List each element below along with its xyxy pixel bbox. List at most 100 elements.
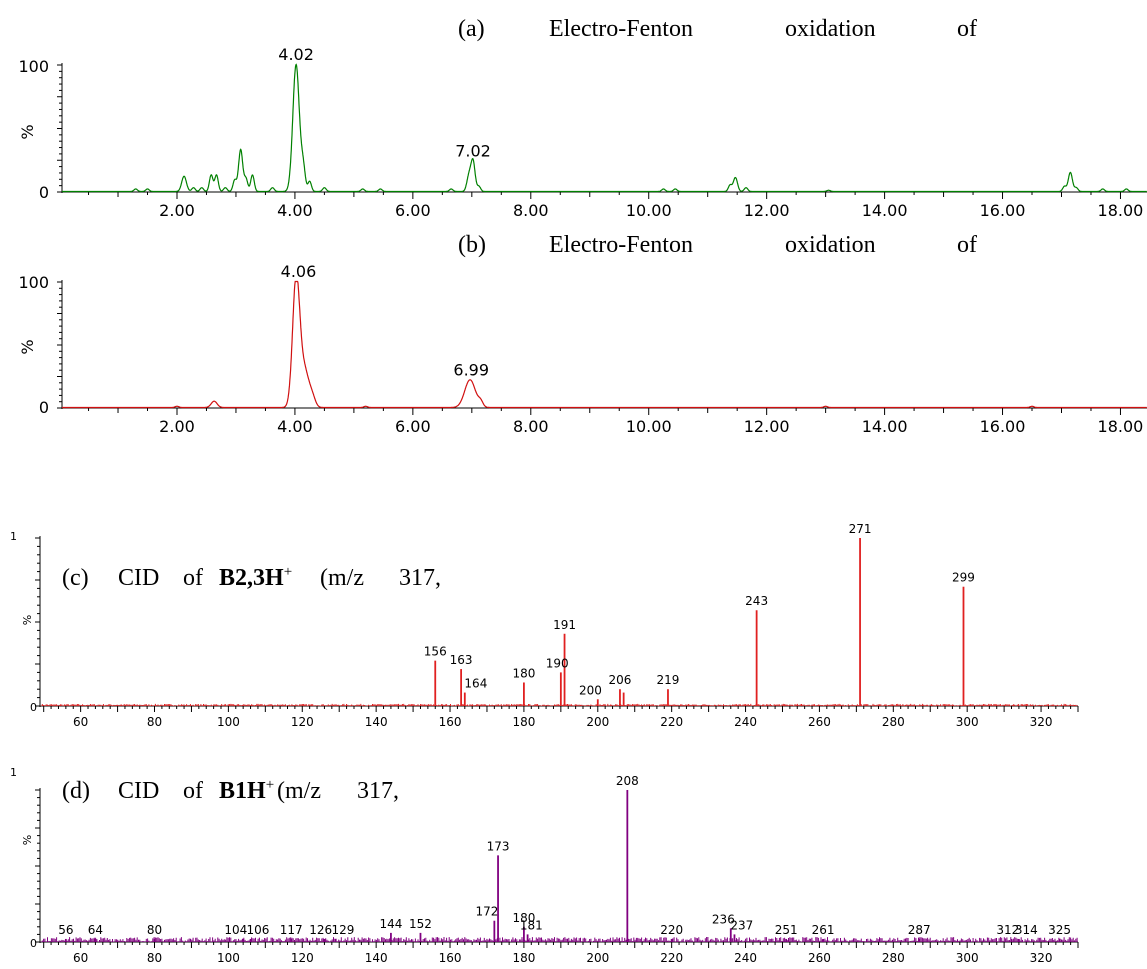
y-tick-label-zero-d: 0 <box>30 937 37 950</box>
x-tick-label: 14.00 <box>862 417 908 436</box>
peak-label: 7.02 <box>455 142 491 161</box>
peak-label: 314 <box>1015 923 1038 937</box>
peak-label: 56 <box>58 923 73 937</box>
peak-label: 299 <box>952 571 975 585</box>
x-tick-label: 80 <box>147 951 162 965</box>
x-tick-label: 120 <box>291 951 314 965</box>
peak-label: 144 <box>379 917 402 931</box>
peak-label: 261 <box>812 923 835 937</box>
x-tick-label: 18.00 <box>1098 417 1144 436</box>
panel-c: 1 (c) CID of B2,3H+ (m/z 317, 0 % 60 80 10… <box>10 522 1079 729</box>
peak-label: 220 <box>660 923 683 937</box>
peak-label: 237 <box>730 918 753 932</box>
caption-d-word-2: of <box>183 778 203 804</box>
x-tick-label: 180 <box>512 715 535 729</box>
peak-label: 80 <box>147 923 162 937</box>
peak-label: 126 <box>309 923 332 937</box>
x-tick-label: 100 <box>217 715 240 729</box>
x-tick-label: 10.00 <box>626 417 672 436</box>
y-tick-label-zero-c: 0 <box>30 701 37 714</box>
trace-b <box>62 280 1147 409</box>
x-tick-label: 4.00 <box>277 417 313 436</box>
peaks-c <box>434 538 965 706</box>
x-tick-label: 18.00 <box>1098 201 1144 220</box>
y-top-label-d: 1 <box>10 766 17 779</box>
panel-d: 1 (d) CID of B1H+ (m/z 317, 0 % 60 80 100 1… <box>10 766 1079 965</box>
peak-labels-a: 4.02 7.02 <box>278 45 491 161</box>
peak-label: 236 <box>712 912 735 926</box>
peak-label: 164 <box>464 677 487 691</box>
x-tick-label: 220 <box>660 715 683 729</box>
peak-label: 106 <box>246 923 269 937</box>
peak-label: 4.02 <box>278 45 314 64</box>
y-axis-label-c: % <box>21 615 34 625</box>
caption-a-letter: (a) <box>458 16 485 42</box>
peak-label: 180 <box>512 666 535 680</box>
y-tick-label-top-a: 100 <box>18 57 49 76</box>
x-tick-label: 80 <box>147 715 162 729</box>
panel-b: (b) Electro-Fenton oxidation of 100 0 % … <box>18 232 1147 436</box>
caption-c-word-2: of <box>183 565 203 591</box>
axes-b: 2.00 4.00 6.00 8.00 10.00 12.00 14.00 16.00 18.0… <box>57 280 1147 436</box>
x-tick-label: 140 <box>365 951 388 965</box>
caption-d-sup: + <box>266 777 274 793</box>
peak-label: 325 <box>1048 923 1071 937</box>
peak-label: 208 <box>616 774 639 788</box>
x-tick-label: 260 <box>808 715 831 729</box>
peak-label: 117 <box>280 923 303 937</box>
peak-label: 129 <box>331 923 354 937</box>
caption-a-word-1: Electro-Fenton <box>549 16 693 42</box>
peak-label: 6.99 <box>453 360 489 379</box>
x-tick-label: 200 <box>586 951 609 965</box>
caption-c-word-5: 317, <box>399 565 441 591</box>
x-tick-label: 300 <box>956 951 979 965</box>
x-tick-label: 14.00 <box>862 201 908 220</box>
x-tick-label: 60 <box>73 715 88 729</box>
caption-c-letter: (c) <box>62 565 89 591</box>
caption-b-word-3: of <box>957 232 977 258</box>
caption-c: (c) CID of B2,3H+ (m/z 317, <box>62 556 441 591</box>
peak-label: 251 <box>775 923 798 937</box>
peak-labels-b: 4.06 6.99 <box>281 262 489 379</box>
peak-label: 64 <box>88 923 103 937</box>
x-tick-label: 16.00 <box>980 417 1026 436</box>
caption-b-letter: (b) <box>458 232 486 258</box>
x-tick-label: 10.00 <box>626 201 672 220</box>
x-tick-label: 200 <box>586 715 609 729</box>
x-tick-label: 120 <box>291 715 314 729</box>
y-top-label-c: 1 <box>10 530 17 543</box>
peak-label: 200 <box>579 683 602 697</box>
caption-c-word-1: CID <box>118 565 159 591</box>
caption-c-sup: + <box>284 564 292 580</box>
caption-c-word-4: (m/z <box>320 565 364 591</box>
y-axis-label-a: % <box>18 124 37 139</box>
caption-d-compound: B1H <box>219 778 266 804</box>
x-tick-label: 16.00 <box>980 201 1026 220</box>
x-tick-label: 12.00 <box>744 201 790 220</box>
x-tick-label: 320 <box>1030 715 1053 729</box>
x-tick-label: 300 <box>956 715 979 729</box>
peak-label: 173 <box>487 839 510 853</box>
peak-label: 156 <box>424 645 447 659</box>
x-tick-label: 100 <box>217 951 240 965</box>
x-tick-label: 280 <box>882 951 905 965</box>
x-tick-label: 12.00 <box>744 417 790 436</box>
peak-label: 243 <box>745 594 768 608</box>
x-tick-label: 240 <box>734 715 757 729</box>
x-tick-label: 4.00 <box>277 201 313 220</box>
x-tick-label: 2.00 <box>159 201 195 220</box>
axes-a: 2.00 4.00 6.00 8.00 10.00 12.00 14.00 16.00 18.0… <box>57 63 1147 220</box>
panel-a: (a) Electro-Fenton oxidation of 100 0 % … <box>18 16 1147 220</box>
peak-label: 4.06 <box>281 262 317 281</box>
peak-label: 152 <box>409 917 432 931</box>
baseline-noise-d <box>40 937 1078 942</box>
caption-d: (d) CID of B1H+ (m/z 317, <box>62 769 399 804</box>
x-tick-label: 2.00 <box>159 417 195 436</box>
peaks-d <box>64 790 1061 942</box>
trace-a <box>62 63 1147 193</box>
peak-label: 104 <box>224 923 247 937</box>
caption-d-word-1: CID <box>118 778 159 804</box>
peak-label: 219 <box>657 673 680 687</box>
